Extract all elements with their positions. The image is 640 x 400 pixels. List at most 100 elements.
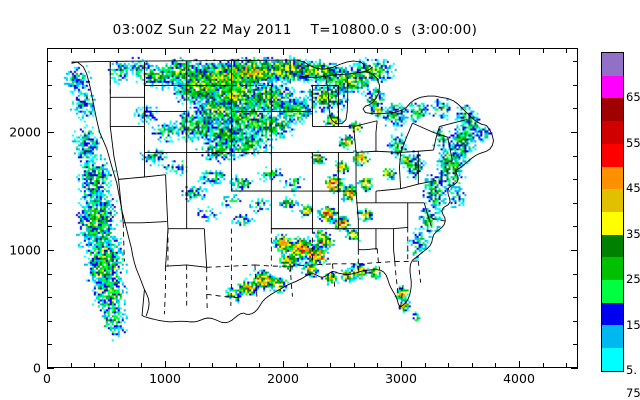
x-tick — [330, 363, 332, 368]
colorbar-band — [602, 75, 623, 99]
y-tick — [47, 273, 52, 275]
y-tick-right — [573, 202, 578, 204]
colorbar-band — [602, 280, 623, 303]
y-axis-tick-label: 1000 — [9, 242, 41, 258]
colorbar-band — [602, 257, 623, 281]
x-axis-tick-label: 2000 — [267, 371, 299, 386]
y-tick — [47, 202, 52, 204]
y-tick-right — [573, 297, 578, 299]
x-tick — [353, 363, 355, 368]
y-tick — [47, 84, 52, 86]
colorbar-tick-label: 65. — [626, 90, 640, 105]
colorbar-tick-label: 5. — [626, 363, 637, 377]
y-tick — [47, 61, 52, 63]
y-tick — [47, 320, 52, 322]
colorbar-band — [602, 211, 623, 235]
x-tick — [141, 363, 143, 368]
x-tick — [283, 361, 284, 368]
y-tick-right — [571, 132, 578, 133]
page-title: 03:00Z Sun 22 May 2011 T=10800.0 s (3:00… — [112, 22, 478, 38]
x-tick-top — [117, 48, 119, 53]
x-tick-top — [401, 48, 402, 55]
x-tick-top — [47, 48, 48, 55]
x-tick-top — [448, 48, 450, 53]
y-tick-right — [573, 273, 578, 275]
x-axis-tick-label: 3000 — [385, 371, 417, 386]
x-tick — [235, 363, 237, 368]
y-tick-right — [573, 344, 578, 346]
colorbar-band — [602, 98, 623, 122]
x-tick — [519, 361, 520, 368]
x-tick-top — [306, 48, 308, 53]
x-tick-top — [235, 48, 237, 53]
colorbar-band — [602, 348, 623, 371]
x-tick — [188, 363, 190, 368]
y-tick-right — [573, 108, 578, 110]
x-tick-top — [353, 48, 355, 53]
x-axis-tick-label: 4000 — [503, 371, 535, 386]
x-tick-top — [94, 48, 96, 53]
colorbar-band — [602, 53, 623, 76]
y-tick-right — [573, 179, 578, 181]
y-tick — [47, 368, 54, 369]
x-tick — [47, 361, 48, 368]
colorbar-tick-label: 45. — [626, 181, 640, 196]
x-tick — [495, 363, 497, 368]
x-tick-top — [330, 48, 332, 53]
x-tick-top — [495, 48, 497, 53]
x-tick-top — [283, 48, 284, 55]
x-tick — [424, 363, 426, 368]
colorbar-band — [602, 234, 623, 258]
x-tick — [306, 363, 308, 368]
x-tick — [165, 361, 166, 368]
y-axis-tick-label: 2000 — [9, 124, 41, 140]
x-tick — [117, 363, 119, 368]
y-tick — [47, 344, 52, 346]
colorbar-tick-label: 25. — [626, 272, 640, 287]
y-tick-right — [573, 155, 578, 157]
us-map-outline-icon — [71, 59, 494, 324]
x-tick — [542, 363, 544, 368]
y-tick — [47, 179, 52, 181]
y-tick — [47, 108, 52, 110]
x-axis-tick-label: 0 — [43, 371, 51, 386]
y-tick — [47, 250, 54, 251]
colorbar-band — [602, 143, 623, 167]
colorbar-legend — [601, 52, 624, 372]
colorbar-band — [602, 302, 623, 326]
y-tick-right — [573, 320, 578, 322]
y-axis-tick-label: 0 — [33, 360, 41, 376]
colorbar-tick-label: 55. — [626, 135, 640, 150]
x-tick-top — [188, 48, 190, 53]
x-tick-top — [471, 48, 473, 53]
y-tick-right — [573, 61, 578, 63]
x-tick — [377, 363, 379, 368]
colorbar-tick-label: 15. — [626, 317, 640, 332]
x-tick-top — [424, 48, 426, 53]
x-tick-top — [542, 48, 544, 53]
colorbar-tick-label: 75. — [626, 385, 640, 400]
y-tick — [47, 132, 54, 133]
colorbar-band — [602, 121, 623, 144]
x-tick — [259, 363, 261, 368]
x-tick — [471, 363, 473, 368]
x-tick-top — [165, 48, 166, 55]
y-tick — [47, 297, 52, 299]
x-tick-top — [141, 48, 143, 53]
x-tick-top — [259, 48, 261, 53]
y-tick-right — [571, 368, 578, 369]
y-tick-right — [571, 250, 578, 251]
x-tick-top — [566, 48, 568, 53]
colorbar-band — [602, 189, 623, 212]
y-tick — [47, 155, 52, 157]
y-tick-right — [573, 84, 578, 86]
plot-area — [47, 48, 578, 368]
x-tick — [566, 363, 568, 368]
colorbar-band — [602, 325, 623, 349]
x-tick — [448, 363, 450, 368]
x-tick-top — [519, 48, 520, 55]
x-axis-tick-label: 1000 — [149, 371, 181, 386]
x-tick-top — [212, 48, 214, 53]
colorbar-band — [602, 166, 623, 190]
